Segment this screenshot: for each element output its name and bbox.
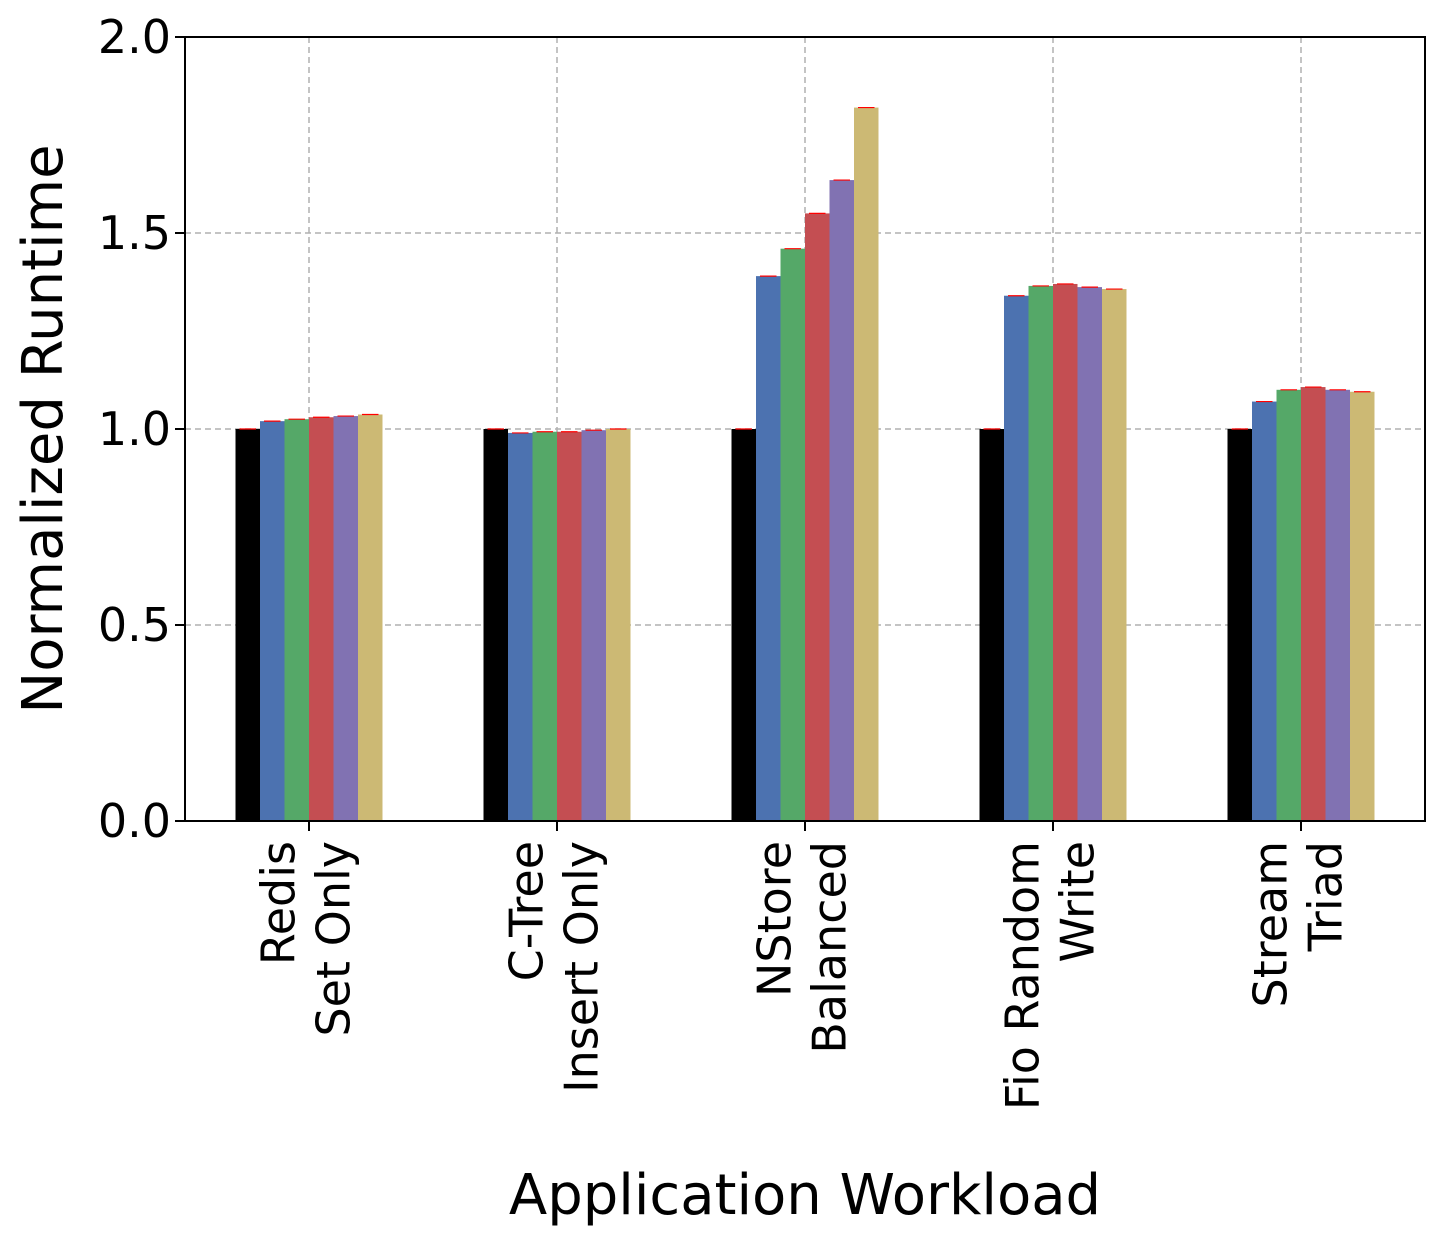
x-tick-label: RedisSet Only xyxy=(251,841,360,1037)
bar xyxy=(1227,429,1252,821)
bar xyxy=(483,429,508,821)
x-tick-label-line: Write xyxy=(1051,841,1105,962)
x-tick-label-line: Fio Random xyxy=(995,841,1049,1110)
bar xyxy=(1028,285,1053,821)
bar xyxy=(532,431,557,821)
bar xyxy=(358,414,383,821)
bar xyxy=(1053,283,1078,822)
bar xyxy=(309,417,334,821)
bar xyxy=(1004,295,1029,822)
x-tick-label-line: Triad xyxy=(1299,841,1353,952)
bar xyxy=(979,429,1004,821)
bars xyxy=(235,106,1375,822)
bar xyxy=(1325,389,1350,821)
x-tick-label-line: Stream xyxy=(1243,841,1297,1007)
bar xyxy=(260,421,285,821)
y-axis-ticks: 0.0 0.5 1.0 1.5 2.0 xyxy=(98,10,185,848)
bar xyxy=(508,432,533,821)
y-tick-label: 1.0 xyxy=(98,402,171,456)
bar xyxy=(1252,401,1277,821)
bar xyxy=(829,180,854,821)
x-tick-label-line: NStore xyxy=(747,841,801,997)
bar xyxy=(854,107,879,821)
bar xyxy=(756,276,781,821)
x-tick-label-line: Insert Only xyxy=(555,841,609,1093)
bar xyxy=(333,416,358,821)
bar xyxy=(805,213,830,821)
bar xyxy=(780,248,805,821)
y-tick-label: 0.0 xyxy=(98,794,171,848)
bar xyxy=(731,429,756,821)
x-tick-label: C-TreeInsert Only xyxy=(499,841,608,1093)
x-axis-title: Application Workload xyxy=(509,1163,1101,1228)
x-tick-label-line: Set Only xyxy=(307,841,361,1037)
y-axis-title: Normalized Runtime xyxy=(11,144,76,713)
x-axis-ticks: RedisSet Only C-TreeInsert Only NStoreBala… xyxy=(251,821,1353,1110)
bar xyxy=(1301,387,1326,821)
bar xyxy=(1276,389,1301,821)
y-tick-label: 1.5 xyxy=(98,206,171,260)
bar xyxy=(1350,391,1375,821)
x-tick-label: NStoreBalanced xyxy=(747,841,856,1054)
bar xyxy=(284,419,309,821)
bar xyxy=(581,430,606,821)
x-tick-label: StreamTriad xyxy=(1243,841,1352,1007)
bar xyxy=(1102,289,1127,821)
x-tick-label-line: Redis xyxy=(251,841,305,965)
bar xyxy=(557,431,582,821)
bar xyxy=(1077,287,1102,821)
bar xyxy=(606,429,631,821)
y-tick-label: 2.0 xyxy=(98,10,171,64)
y-tick-label: 0.5 xyxy=(98,598,171,652)
x-tick-label-line: Balanced xyxy=(803,841,857,1054)
x-tick-label: Fio RandomWrite xyxy=(995,841,1104,1110)
x-tick-label-line: C-Tree xyxy=(499,841,553,981)
bar xyxy=(235,429,260,821)
